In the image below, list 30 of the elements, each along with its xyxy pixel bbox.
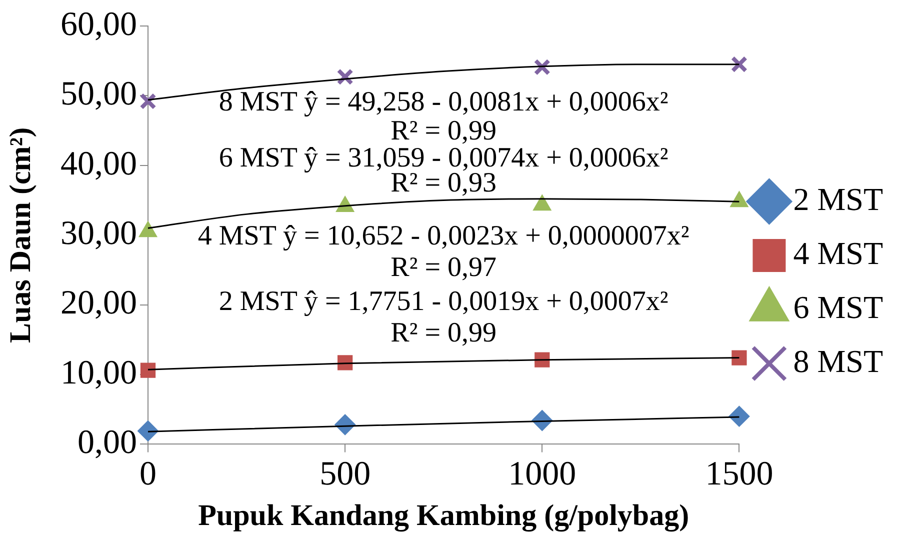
x-tick-label: 500 [320, 456, 371, 493]
legend-label: 8 MST [793, 342, 884, 379]
x-tick-label: 0 [140, 456, 156, 493]
annotation: 2 MST ŷ = 1,7751 - 0,0019x + 0,0007x² [218, 286, 668, 318]
y-tick-label: 10,00 [60, 354, 137, 392]
legend-label: 6 MST [793, 288, 884, 325]
annotation: 8 MST ŷ = 49,258 - 0,0081x + 0,0006x² [218, 86, 668, 118]
annotation: R² = 0,99 [390, 116, 497, 147]
point [336, 68, 354, 86]
point [728, 406, 750, 427]
y-tick-label: 60,00 [60, 6, 137, 43]
legend-label: 4 MST [793, 234, 884, 271]
annotation: R² = 0,99 [390, 318, 497, 349]
y-tick-label: 20,00 [60, 284, 137, 322]
annotation: R² = 0,97 [390, 252, 497, 283]
y-tick-label: 0,00 [78, 424, 137, 462]
x-tick-label: 1500 [705, 456, 774, 493]
point [138, 420, 158, 442]
y-axis-title: Luas Daun (cm²) [4, 127, 37, 343]
point [732, 350, 747, 366]
point [140, 362, 156, 378]
point [730, 56, 748, 73]
x-axis-title: Pupuk Kandang Kambing (g/polybag) [198, 498, 690, 532]
y-tick-label: 40,00 [60, 145, 137, 182]
legend-label: 2 MST [793, 180, 884, 217]
annotation: 4 MST ŷ = 10,652 - 0,0023x + 0,0000007x² [198, 220, 690, 252]
y-tick-label: 30,00 [60, 215, 137, 252]
point [140, 92, 156, 110]
y-tick-label: 50,00 [60, 76, 137, 113]
x-tick-label: 1000 [508, 456, 576, 493]
